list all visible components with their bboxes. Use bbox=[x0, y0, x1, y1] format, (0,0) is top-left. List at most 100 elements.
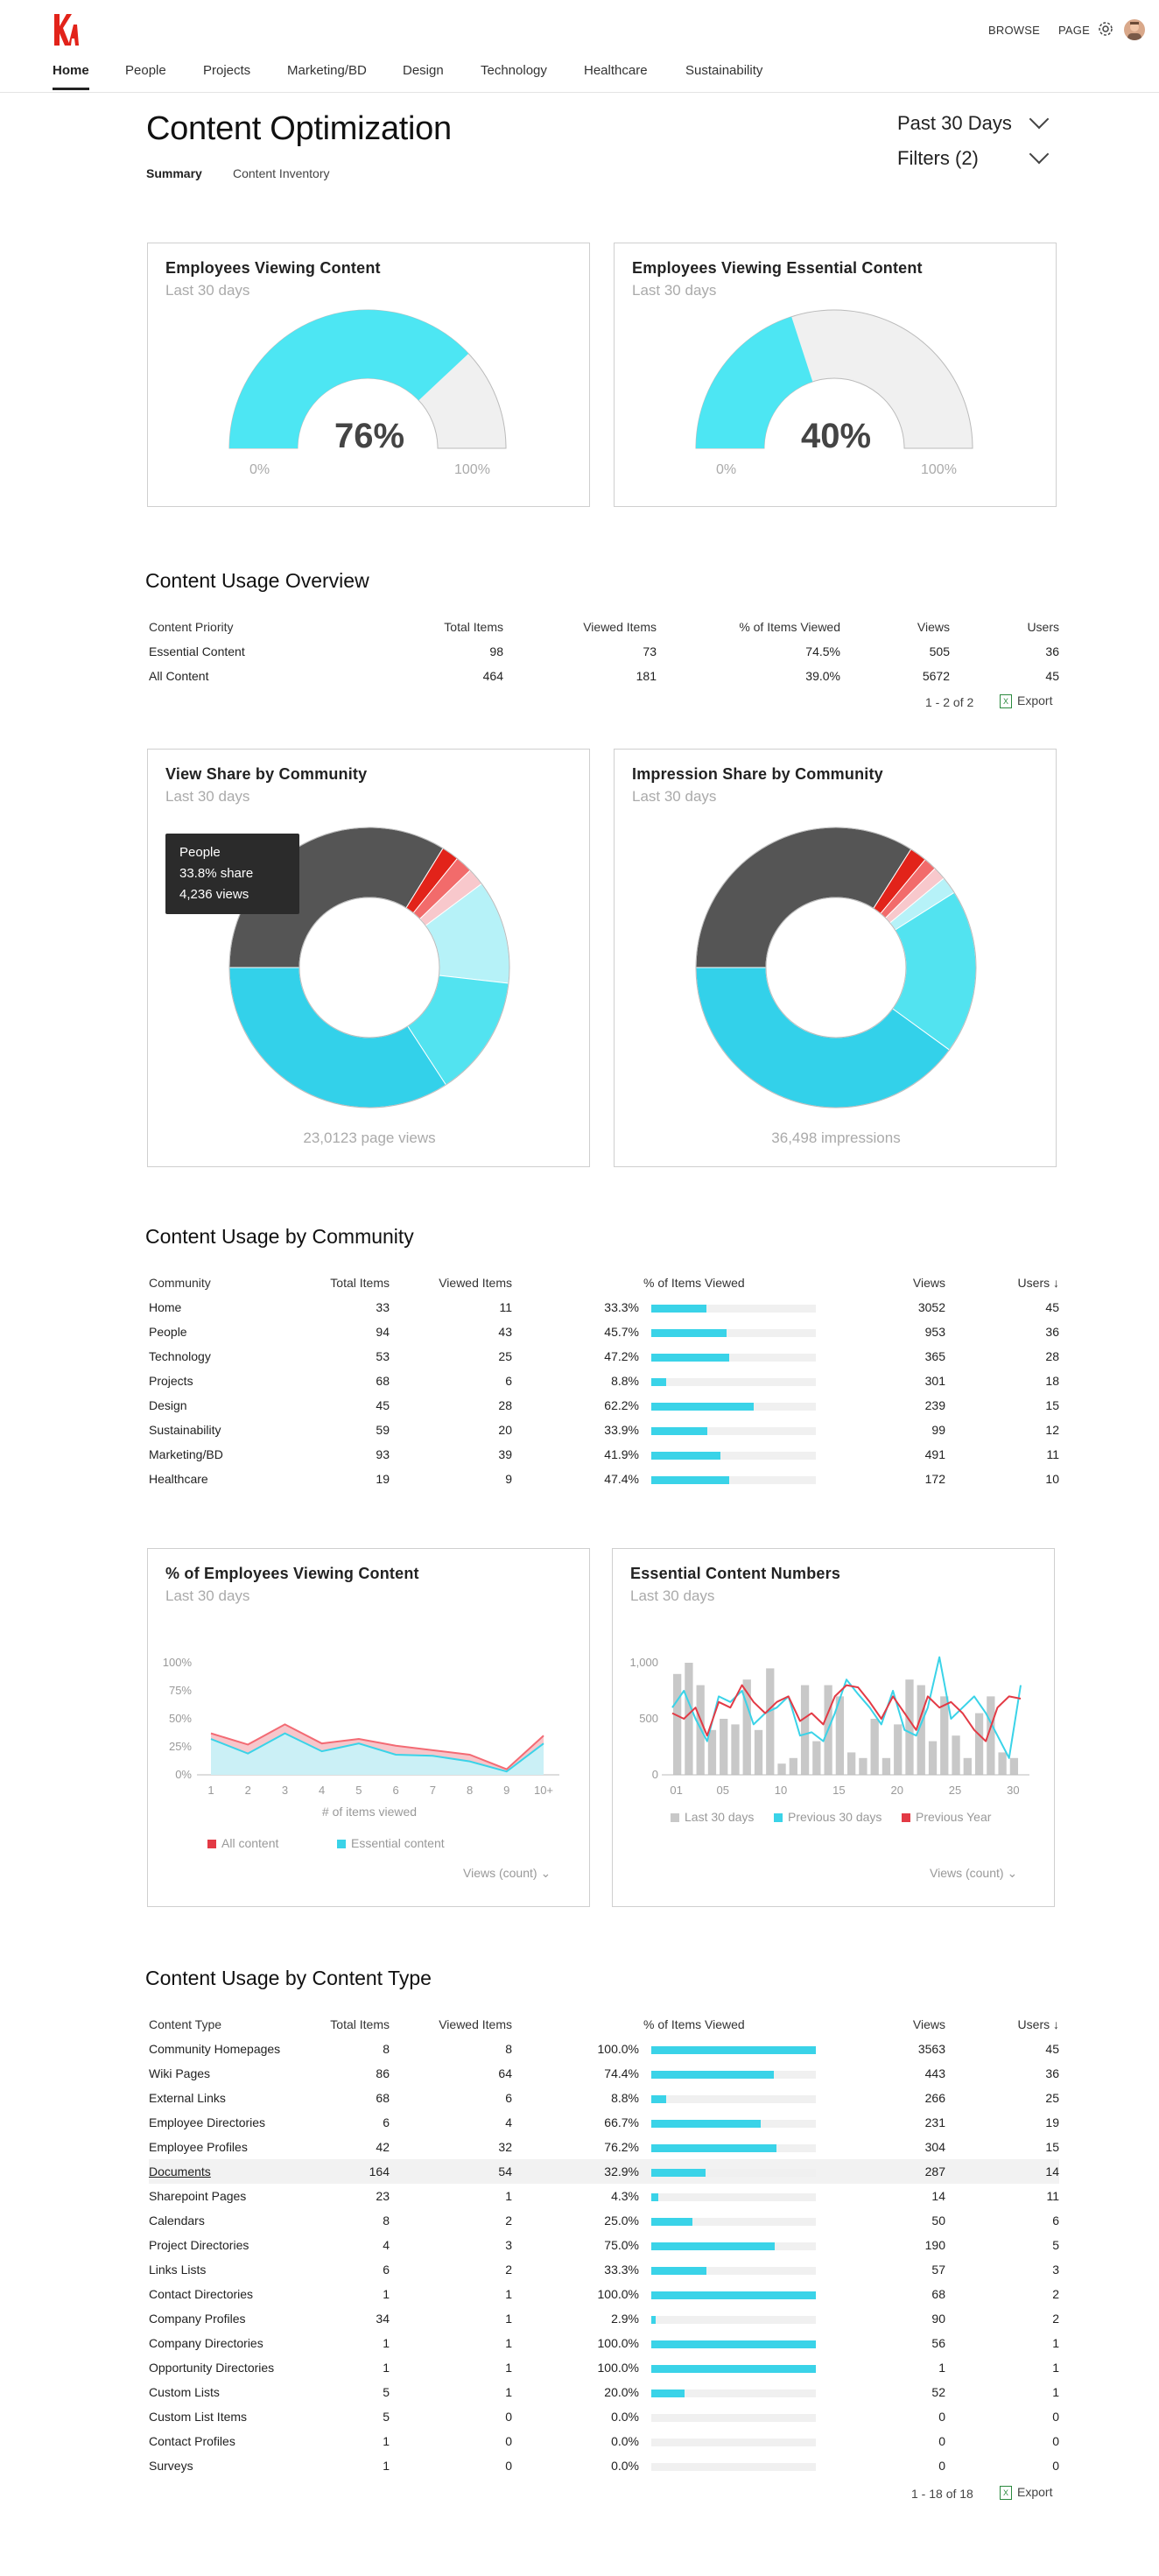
column-header[interactable]: Users bbox=[1027, 620, 1059, 634]
bar[interactable] bbox=[707, 1729, 717, 1775]
column-header[interactable]: Community bbox=[149, 1276, 211, 1290]
column-header[interactable]: % of Items Viewed bbox=[739, 620, 840, 634]
user-avatar[interactable] bbox=[1124, 19, 1145, 40]
nav-technology[interactable]: Technology bbox=[481, 63, 547, 78]
table-row[interactable]: Documents 164 54 32.9% 287 14 bbox=[149, 2159, 1059, 2184]
bar[interactable] bbox=[998, 1752, 1007, 1775]
column-header[interactable]: Content Priority bbox=[149, 620, 234, 634]
chevron-down-icon[interactable] bbox=[1029, 144, 1050, 165]
table-row[interactable]: Technology 53 25 47.2% 365 28 bbox=[149, 1344, 1059, 1369]
legend-item[interactable]: Previous Year bbox=[902, 1810, 991, 1824]
bar[interactable] bbox=[673, 1673, 682, 1775]
table-row[interactable]: Employee Directories 6 4 66.7% 231 19 bbox=[149, 2110, 1059, 2135]
table-row[interactable]: Projects 68 6 8.8% 301 18 bbox=[149, 1369, 1059, 1393]
column-header[interactable]: Views bbox=[917, 620, 950, 634]
nav-marketing-bd[interactable]: Marketing/BD bbox=[287, 63, 367, 78]
table-row[interactable]: Custom List Items 5 0 0.0% 0 0 bbox=[149, 2404, 1059, 2429]
nav-people[interactable]: People bbox=[125, 63, 166, 78]
table-row[interactable]: Links Lists 6 2 33.3% 57 3 bbox=[149, 2257, 1059, 2282]
bar[interactable] bbox=[777, 1763, 786, 1775]
bar[interactable] bbox=[766, 1668, 775, 1775]
line-series-0[interactable] bbox=[210, 1723, 544, 1770]
table-row[interactable]: Community Homepages 8 8 100.0% 3563 45 bbox=[149, 2037, 1059, 2061]
column-header[interactable]: % of Items Viewed bbox=[643, 2017, 745, 2031]
bar[interactable] bbox=[789, 1757, 797, 1775]
bar[interactable] bbox=[894, 1724, 903, 1775]
export-button[interactable]: X Export bbox=[1000, 2485, 1052, 2501]
table-row[interactable]: Essential Content 98 73 74.5% 505 36 bbox=[149, 639, 1059, 664]
table-row[interactable]: External Links 68 6 8.8% 266 25 bbox=[149, 2086, 1059, 2110]
nav-sustainability[interactable]: Sustainability bbox=[685, 63, 763, 78]
bar[interactable] bbox=[742, 1679, 751, 1775]
nav-projects[interactable]: Projects bbox=[203, 63, 251, 78]
nav-healthcare[interactable]: Healthcare bbox=[584, 63, 648, 78]
column-header[interactable]: Users ↓ bbox=[1017, 1276, 1059, 1290]
table-row[interactable]: Sharepoint Pages 23 1 4.3% 14 11 bbox=[149, 2184, 1059, 2208]
metric-dropdown[interactable]: Views (count) ⌄ bbox=[930, 1866, 1017, 1881]
metric-dropdown[interactable]: Views (count) ⌄ bbox=[463, 1866, 551, 1881]
nav-home[interactable]: Home bbox=[53, 63, 89, 78]
bar[interactable] bbox=[974, 1713, 984, 1775]
bar[interactable] bbox=[800, 1685, 810, 1775]
table-row[interactable]: Company Directories 1 1 100.0% 56 1 bbox=[149, 2331, 1059, 2355]
table-row[interactable]: Surveys 1 0 0.0% 0 0 bbox=[149, 2453, 1059, 2478]
bar[interactable] bbox=[859, 1757, 867, 1775]
bar[interactable] bbox=[917, 1685, 925, 1775]
donut-chart[interactable] bbox=[227, 825, 512, 1110]
line-series-1[interactable] bbox=[671, 1656, 1022, 1759]
browse-link[interactable]: BROWSE bbox=[988, 24, 1040, 37]
column-header[interactable]: Viewed Items bbox=[583, 620, 657, 634]
bar[interactable] bbox=[720, 1719, 728, 1775]
bar[interactable] bbox=[928, 1741, 938, 1775]
bar[interactable] bbox=[812, 1741, 821, 1775]
bar[interactable] bbox=[835, 1696, 845, 1775]
bar[interactable] bbox=[685, 1663, 693, 1775]
column-header[interactable]: Total Items bbox=[330, 2017, 390, 2031]
table-row[interactable]: Design 45 28 62.2% 239 15 bbox=[149, 1393, 1059, 1418]
table-row[interactable]: Calendars 8 2 25.0% 50 6 bbox=[149, 2208, 1059, 2233]
table-row[interactable]: Contact Directories 1 1 100.0% 68 2 bbox=[149, 2282, 1059, 2306]
table-row[interactable]: Custom Lists 5 1 20.0% 52 1 bbox=[149, 2380, 1059, 2404]
legend-item[interactable]: All content bbox=[207, 1836, 278, 1850]
row-label[interactable]: Documents bbox=[149, 2164, 211, 2178]
company-logo-icon[interactable] bbox=[53, 12, 79, 47]
line-series-1[interactable] bbox=[210, 1732, 544, 1773]
column-header[interactable]: Views bbox=[912, 2017, 945, 2031]
legend-item[interactable]: Last 30 days bbox=[671, 1810, 754, 1824]
line-chart[interactable]: 0 500 1,000 01 05 10 15 20 25 30 bbox=[613, 1636, 1056, 1803]
gear-icon[interactable] bbox=[1097, 20, 1114, 38]
table-row[interactable]: People 94 43 45.7% 953 36 bbox=[149, 1320, 1059, 1344]
bar[interactable] bbox=[847, 1752, 856, 1775]
filters-dropdown[interactable]: Filters (2) bbox=[897, 147, 979, 169]
table-row[interactable]: Company Profiles 34 1 2.9% 90 2 bbox=[149, 2306, 1059, 2331]
column-header[interactable]: % of Items Viewed bbox=[643, 1276, 745, 1290]
export-button[interactable]: X Export bbox=[1000, 693, 1052, 709]
table-row[interactable]: Opportunity Directories 1 1 100.0% 1 1 bbox=[149, 2355, 1059, 2380]
column-header[interactable]: Viewed Items bbox=[439, 2017, 512, 2031]
line-series-2[interactable] bbox=[671, 1684, 1022, 1742]
area-chart[interactable]: 0% 25% 50% 75% 100% 1 2 3 4 5 6 7 8 9 10+ bbox=[148, 1636, 591, 1803]
bar[interactable] bbox=[754, 1729, 763, 1775]
bar[interactable] bbox=[940, 1696, 949, 1775]
chevron-down-icon[interactable] bbox=[1029, 109, 1050, 130]
column-header[interactable]: Users ↓ bbox=[1017, 2017, 1059, 2031]
bar[interactable] bbox=[963, 1757, 972, 1775]
bar[interactable] bbox=[731, 1724, 740, 1775]
table-row[interactable]: All Content 464 181 39.0% 5672 45 bbox=[149, 664, 1059, 688]
tab-summary[interactable]: Summary bbox=[146, 166, 202, 180]
bar[interactable] bbox=[905, 1679, 914, 1775]
table-row[interactable]: Sustainability 59 20 33.9% 99 12 bbox=[149, 1418, 1059, 1442]
column-header[interactable]: Content Type bbox=[149, 2017, 222, 2031]
tab-content-inventory[interactable]: Content Inventory bbox=[233, 166, 330, 180]
page-link[interactable]: PAGE bbox=[1058, 24, 1090, 37]
column-header[interactable]: Total Items bbox=[330, 1276, 390, 1290]
nav-design[interactable]: Design bbox=[403, 63, 444, 78]
legend-item[interactable]: Essential content bbox=[337, 1836, 445, 1850]
bar[interactable] bbox=[870, 1719, 879, 1775]
column-header[interactable]: Views bbox=[912, 1276, 945, 1290]
column-header[interactable]: Viewed Items bbox=[439, 1276, 512, 1290]
column-header[interactable]: Total Items bbox=[444, 620, 503, 634]
legend-item[interactable]: Previous 30 days bbox=[774, 1810, 882, 1824]
donut-chart[interactable] bbox=[693, 825, 979, 1110]
table-row[interactable]: Employee Profiles 42 32 76.2% 304 15 bbox=[149, 2135, 1059, 2159]
